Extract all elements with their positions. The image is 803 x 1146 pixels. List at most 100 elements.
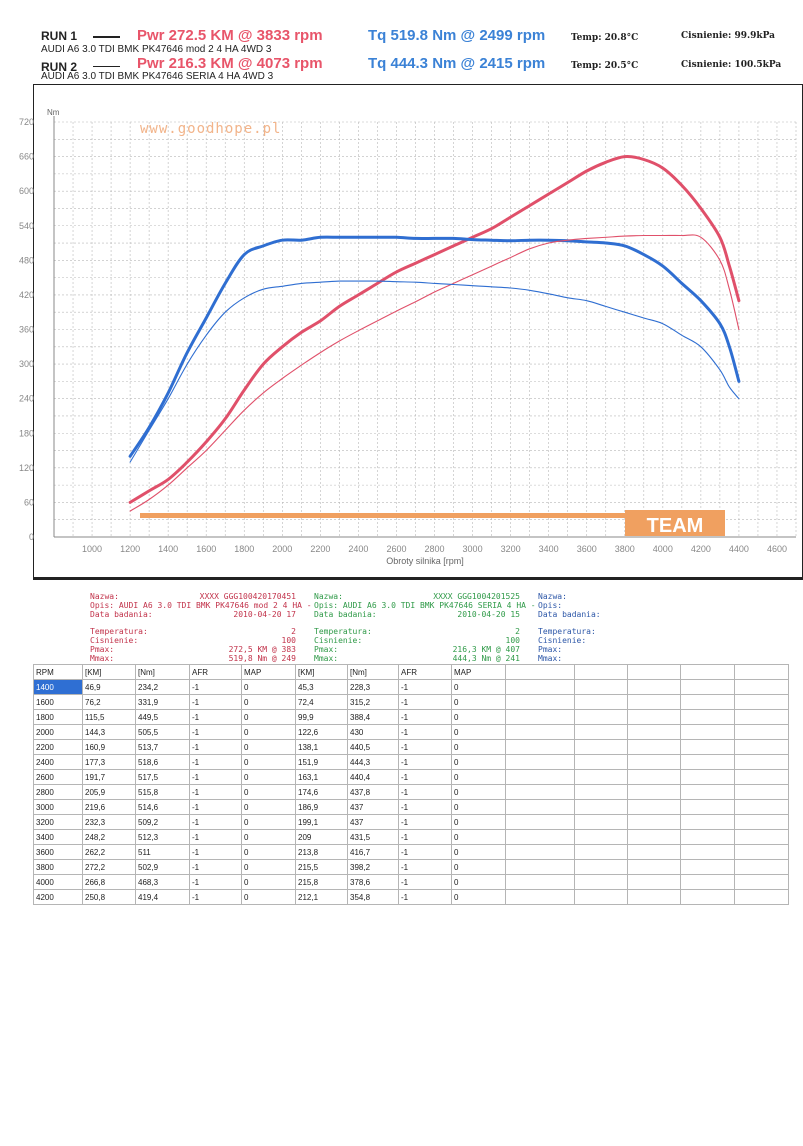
table-cell[interactable]: 437,8 bbox=[347, 784, 399, 800]
table-cell[interactable] bbox=[505, 709, 575, 725]
table-cell[interactable]: -1 bbox=[398, 859, 452, 875]
table-cell[interactable]: 2000 bbox=[33, 724, 83, 740]
table-header-cell[interactable]: AFR bbox=[398, 664, 452, 680]
table-cell[interactable]: -1 bbox=[398, 829, 452, 845]
table-cell[interactable] bbox=[680, 784, 735, 800]
table-cell[interactable] bbox=[574, 859, 628, 875]
table-cell[interactable] bbox=[505, 889, 575, 905]
table-cell[interactable]: -1 bbox=[189, 694, 242, 710]
table-cell[interactable]: 0 bbox=[241, 724, 296, 740]
table-cell[interactable]: 2200 bbox=[33, 739, 83, 755]
table-cell[interactable] bbox=[574, 769, 628, 785]
table-cell[interactable]: 99,9 bbox=[295, 709, 348, 725]
table-cell[interactable]: -1 bbox=[189, 679, 242, 695]
table-cell[interactable]: -1 bbox=[189, 814, 242, 830]
table-cell[interactable]: 4200 bbox=[33, 889, 83, 905]
table-cell[interactable] bbox=[734, 814, 789, 830]
table-cell[interactable] bbox=[680, 709, 735, 725]
table-cell[interactable]: 0 bbox=[451, 694, 506, 710]
table-cell[interactable]: -1 bbox=[189, 844, 242, 860]
table-cell[interactable]: 76,2 bbox=[82, 694, 136, 710]
table-cell[interactable]: -1 bbox=[189, 889, 242, 905]
table-cell[interactable] bbox=[680, 679, 735, 695]
table-cell[interactable]: 212,1 bbox=[295, 889, 348, 905]
table-cell[interactable]: -1 bbox=[398, 799, 452, 815]
table-cell[interactable]: -1 bbox=[398, 754, 452, 770]
table-cell[interactable]: 0 bbox=[241, 769, 296, 785]
table-cell[interactable] bbox=[627, 724, 681, 740]
table-cell[interactable] bbox=[734, 844, 789, 860]
table-cell[interactable]: 248,2 bbox=[82, 829, 136, 845]
table-cell[interactable] bbox=[680, 724, 735, 740]
table-cell[interactable]: -1 bbox=[189, 754, 242, 770]
table-cell[interactable]: 0 bbox=[451, 814, 506, 830]
table-cell[interactable]: 513,7 bbox=[135, 739, 190, 755]
table-cell[interactable]: 186,9 bbox=[295, 799, 348, 815]
table-cell[interactable]: 1400 bbox=[33, 679, 83, 695]
table-cell[interactable]: 0 bbox=[241, 739, 296, 755]
table-cell[interactable]: 0 bbox=[451, 724, 506, 740]
table-cell[interactable]: 0 bbox=[241, 694, 296, 710]
table-cell[interactable]: 46,9 bbox=[82, 679, 136, 695]
table-header-cell[interactable]: [KM] bbox=[82, 664, 136, 680]
table-cell[interactable]: -1 bbox=[189, 739, 242, 755]
table-cell[interactable]: 0 bbox=[241, 829, 296, 845]
table-cell[interactable] bbox=[627, 889, 681, 905]
table-cell[interactable] bbox=[574, 844, 628, 860]
table-cell[interactable]: -1 bbox=[398, 739, 452, 755]
table-cell[interactable] bbox=[627, 709, 681, 725]
table-cell[interactable]: 449,5 bbox=[135, 709, 190, 725]
table-cell[interactable] bbox=[505, 874, 575, 890]
table-cell[interactable]: 0 bbox=[451, 874, 506, 890]
table-cell[interactable]: 144,3 bbox=[82, 724, 136, 740]
table-cell[interactable]: 72,4 bbox=[295, 694, 348, 710]
table-cell[interactable]: 115,5 bbox=[82, 709, 136, 725]
table-cell[interactable]: 219,6 bbox=[82, 799, 136, 815]
table-cell[interactable]: 0 bbox=[241, 874, 296, 890]
table-cell[interactable] bbox=[680, 754, 735, 770]
table-cell[interactable]: 160,9 bbox=[82, 739, 136, 755]
table-cell[interactable] bbox=[734, 889, 789, 905]
table-cell[interactable]: -1 bbox=[398, 874, 452, 890]
table-cell[interactable] bbox=[505, 754, 575, 770]
table-cell[interactable]: 209 bbox=[295, 829, 348, 845]
table-cell[interactable]: 1600 bbox=[33, 694, 83, 710]
table-cell[interactable] bbox=[734, 679, 789, 695]
table-cell[interactable]: 2600 bbox=[33, 769, 83, 785]
table-header-cell[interactable]: AFR bbox=[189, 664, 242, 680]
table-cell[interactable]: -1 bbox=[398, 679, 452, 695]
table-header-cell[interactable] bbox=[734, 664, 789, 680]
table-cell[interactable] bbox=[680, 694, 735, 710]
table-cell[interactable] bbox=[505, 724, 575, 740]
table-cell[interactable] bbox=[734, 694, 789, 710]
table-cell[interactable] bbox=[680, 889, 735, 905]
table-cell[interactable]: 0 bbox=[241, 889, 296, 905]
table-cell[interactable]: -1 bbox=[189, 859, 242, 875]
table-cell[interactable]: 234,2 bbox=[135, 679, 190, 695]
table-cell[interactable]: 505,5 bbox=[135, 724, 190, 740]
table-cell[interactable] bbox=[680, 739, 735, 755]
table-cell[interactable] bbox=[627, 799, 681, 815]
table-cell[interactable]: 517,5 bbox=[135, 769, 190, 785]
table-cell[interactable] bbox=[574, 709, 628, 725]
table-cell[interactable]: 199,1 bbox=[295, 814, 348, 830]
table-cell[interactable]: 3800 bbox=[33, 859, 83, 875]
table-cell[interactable]: 0 bbox=[451, 799, 506, 815]
table-header-cell[interactable]: [Nm] bbox=[135, 664, 190, 680]
table-cell[interactable]: 315,2 bbox=[347, 694, 399, 710]
table-cell[interactable]: -1 bbox=[189, 784, 242, 800]
table-cell[interactable]: 437 bbox=[347, 814, 399, 830]
table-cell[interactable] bbox=[680, 844, 735, 860]
table-cell[interactable]: 388,4 bbox=[347, 709, 399, 725]
table-cell[interactable] bbox=[627, 814, 681, 830]
table-cell[interactable]: 430 bbox=[347, 724, 399, 740]
table-cell[interactable]: 2400 bbox=[33, 754, 83, 770]
table-cell[interactable] bbox=[574, 739, 628, 755]
table-cell[interactable] bbox=[680, 859, 735, 875]
table-cell[interactable]: 215,8 bbox=[295, 874, 348, 890]
table-cell[interactable]: -1 bbox=[398, 784, 452, 800]
table-cell[interactable]: 468,3 bbox=[135, 874, 190, 890]
table-cell[interactable]: 0 bbox=[241, 709, 296, 725]
table-header-cell[interactable] bbox=[627, 664, 681, 680]
table-cell[interactable]: 0 bbox=[451, 679, 506, 695]
